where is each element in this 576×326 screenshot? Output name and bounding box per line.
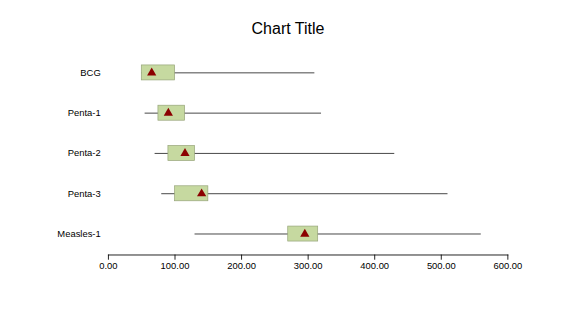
svg-text:BCG: BCG <box>80 67 100 78</box>
svg-text:500.00: 500.00 <box>427 260 456 271</box>
svg-text:200.00: 200.00 <box>227 260 256 271</box>
svg-text:600.00: 600.00 <box>493 260 522 271</box>
svg-text:300.00: 300.00 <box>294 260 323 271</box>
svg-text:Penta-3: Penta-3 <box>68 188 101 199</box>
svg-text:Penta-1: Penta-1 <box>68 107 101 118</box>
svg-text:100.00: 100.00 <box>161 260 190 271</box>
svg-text:Penta-2: Penta-2 <box>68 147 101 158</box>
svg-text:0.00: 0.00 <box>99 260 117 271</box>
svg-text:400.00: 400.00 <box>360 260 389 271</box>
svg-text:Measles-1: Measles-1 <box>57 228 100 239</box>
html-text:Chart Title: Chart Title <box>251 20 325 37</box>
